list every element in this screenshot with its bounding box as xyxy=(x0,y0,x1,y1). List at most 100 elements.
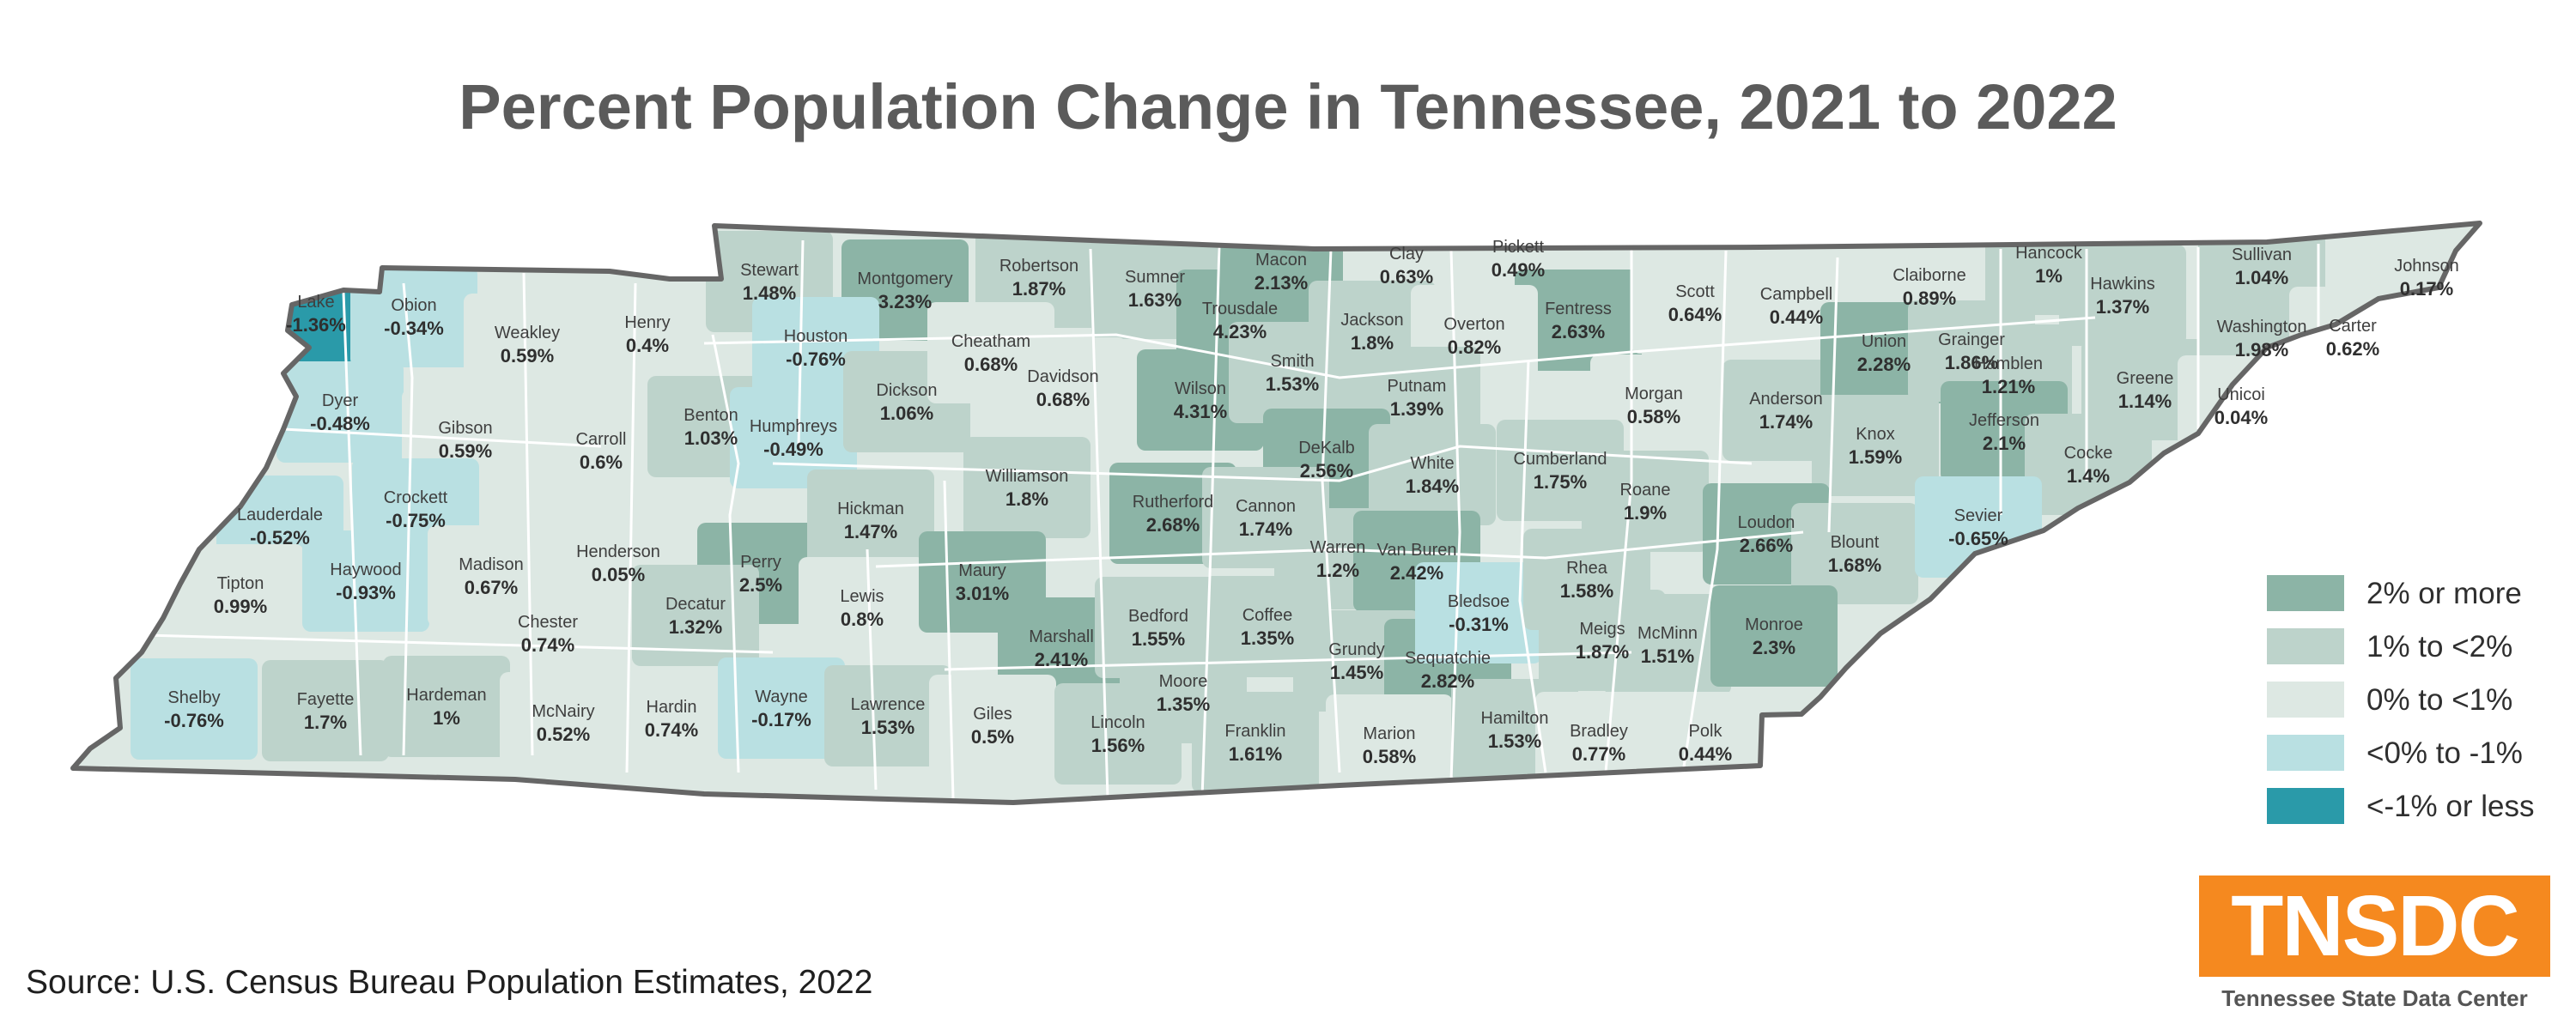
county-boundary xyxy=(283,427,602,448)
county-label-lauderdale: Lauderdale -0.52% xyxy=(237,506,323,548)
county-name: Grainger xyxy=(1938,330,2005,349)
county-boundary xyxy=(1449,250,1461,782)
county-label-sequatchie: Sequatchie 2.82% xyxy=(1405,649,1491,692)
county-boundary xyxy=(944,651,1632,671)
county-value: 2.68% xyxy=(1146,514,1200,536)
county-name: Giles xyxy=(973,705,1012,724)
legend-label: <-1% or less xyxy=(2366,790,2535,823)
county-name: Cocke xyxy=(2064,444,2113,463)
county-label-claiborne: Claiborne 0.89% xyxy=(1893,266,1966,309)
county-name: Hardin xyxy=(647,698,697,717)
county-boundary xyxy=(1827,257,1839,533)
county-value: 3.23% xyxy=(878,291,932,312)
county-value: 1.04% xyxy=(2235,267,2288,288)
county-region-lewis xyxy=(799,557,926,658)
county-name: Decatur xyxy=(665,595,726,614)
county-label-knox: Knox 1.59% xyxy=(1849,425,1902,468)
county-label-warren: Warren 1.2% xyxy=(1310,538,1366,581)
county-value: 0.99% xyxy=(214,596,267,617)
county-region-giles xyxy=(929,675,1056,776)
county-label-sumner: Sumner 1.63% xyxy=(1125,268,1185,311)
county-value: 1.48% xyxy=(743,282,796,304)
county-label-unicoi: Unicoi 0.04% xyxy=(2215,385,2268,428)
county-label-perry: Perry 2.5% xyxy=(739,553,782,596)
county-name: Hardeman xyxy=(406,686,486,705)
county-label-shelby: Shelby -0.76% xyxy=(164,688,224,731)
county-name: Campbell xyxy=(1760,285,1832,304)
county-label-giles: Giles 0.5% xyxy=(971,705,1014,748)
county-labels: Lake -1.36% Obion -0.34% Weakley 0.59% Henry 0.… xyxy=(164,238,2459,767)
county-value: 1.74% xyxy=(1759,411,1813,433)
county-value: -0.76% xyxy=(786,348,846,370)
county-value: 0.68% xyxy=(964,354,1018,375)
county-region-polk xyxy=(1642,692,1769,793)
county-region-carroll xyxy=(538,400,665,501)
county-value: 0.58% xyxy=(1627,406,1680,427)
county-label-rutherford: Rutherford 2.68% xyxy=(1133,493,1214,536)
county-value: 0.49% xyxy=(1492,259,1545,281)
county-label-wayne: Wayne -0.17% xyxy=(751,688,811,730)
county-name: Clay xyxy=(1389,245,1424,264)
county-label-franklin: Franklin 1.61% xyxy=(1224,722,1285,765)
county-boundary xyxy=(1200,244,1221,799)
county-name: Madison xyxy=(459,555,524,574)
county-label-grainger: Grainger 1.86% xyxy=(1938,330,2005,373)
county-label-roane: Roane 1.9% xyxy=(1620,481,1671,524)
county-name: Smith xyxy=(1270,352,1314,371)
county-label-blount: Blount 1.68% xyxy=(1828,533,1881,576)
county-value: 1.86% xyxy=(1945,352,1998,373)
county-label-hawkins: Hawkins 1.37% xyxy=(2090,275,2155,318)
county-value: -0.31% xyxy=(1449,614,1509,635)
county-value: 0.77% xyxy=(1572,743,1625,765)
county-name: Overton xyxy=(1443,315,1504,334)
county-region-marion xyxy=(1326,694,1453,796)
county-value: 1.58% xyxy=(1560,580,1613,602)
county-label-fentress: Fentress 2.63% xyxy=(1545,300,1612,342)
county-boundary xyxy=(1681,250,1728,773)
county-value: 1.39% xyxy=(1390,398,1443,420)
county-name: Dickson xyxy=(876,381,937,400)
county-name: Trousdale xyxy=(1202,300,1278,318)
county-name: Anderson xyxy=(1749,390,1823,409)
county-label-putnam: Putnam 1.39% xyxy=(1388,377,1447,420)
county-value: 1.45% xyxy=(1330,662,1383,683)
county-region-williamson xyxy=(963,437,1091,538)
legend-label: <0% to -1% xyxy=(2366,736,2523,770)
county-name: Sullivan xyxy=(2232,245,2292,264)
county-region-hawkins xyxy=(2059,245,2186,346)
county-name: Lewis xyxy=(840,587,884,606)
county-label-cannon: Cannon 1.74% xyxy=(1236,497,1296,540)
county-value: 1.8% xyxy=(1005,488,1048,510)
county-label-hardeman: Hardeman 1% xyxy=(406,686,486,729)
county-value: 3.01% xyxy=(956,583,1009,604)
county-label-monroe: Monroe 2.3% xyxy=(1745,615,1803,658)
county-region-humphreys xyxy=(730,387,857,488)
county-value: 2.28% xyxy=(1857,354,1911,375)
county-label-tipton: Tipton 0.99% xyxy=(214,574,267,617)
county-name: Loudon xyxy=(1738,513,1795,532)
county-value: 1.53% xyxy=(861,717,914,738)
county-label-decatur: Decatur 1.32% xyxy=(665,595,726,638)
county-name: Davidson xyxy=(1027,367,1098,386)
county-name: Washington xyxy=(2217,318,2307,336)
county-label-macon: Macon 2.13% xyxy=(1255,251,1308,294)
county-name: Johnson xyxy=(2394,257,2459,276)
county-value: 1.84% xyxy=(1406,476,1459,497)
county-region-hardeman xyxy=(383,656,510,757)
county-boundary xyxy=(625,282,637,773)
county-label-washington: Washington 1.98% xyxy=(2217,318,2307,360)
county-label-overton: Overton 0.82% xyxy=(1443,315,1504,358)
county-name: Van Buren xyxy=(1376,541,1456,560)
county-value: 1.98% xyxy=(2235,339,2288,360)
county-region-dyer xyxy=(276,361,404,463)
county-value: 0.44% xyxy=(1770,306,1823,328)
county-region-fayette xyxy=(262,660,389,761)
county-label-rhea: Rhea 1.58% xyxy=(1560,559,1613,602)
county-value: 0.05% xyxy=(592,564,645,585)
county-value: 1.53% xyxy=(1266,373,1319,395)
county-label-carroll: Carroll 0.6% xyxy=(576,430,627,473)
county-label-moore: Moore 1.35% xyxy=(1157,672,1210,715)
county-value: 0.5% xyxy=(971,726,1014,748)
county-name: Blount xyxy=(1831,533,1880,552)
county-region-white xyxy=(1369,424,1496,525)
